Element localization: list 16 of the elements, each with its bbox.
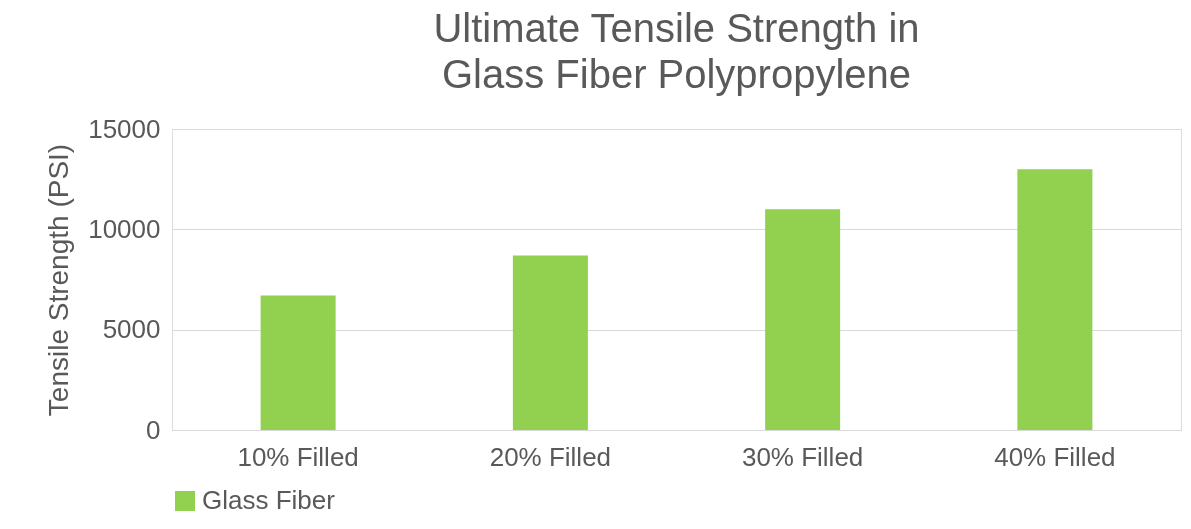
y-tick-label: 10000 (88, 213, 161, 244)
x-tick-label: 10% Filled (237, 441, 359, 472)
bar (1017, 169, 1093, 430)
bar (512, 255, 588, 430)
legend-label: Glass Fiber (202, 485, 336, 515)
y-axis-title: Tensile Strength (PSI) (43, 143, 75, 417)
x-tick-label: 20% Filled (489, 441, 612, 472)
x-tick-label: 30% Filled (741, 441, 864, 472)
bar (765, 209, 841, 430)
text: Glass Fiber Polypropylene (441, 52, 912, 96)
y-tick-label: 0 (146, 414, 161, 445)
x-tick-label: 40% Filled (994, 441, 1116, 472)
bar (260, 295, 336, 430)
text: Ultimate Tensile Strength in (433, 6, 920, 50)
y-tick-label: 15000 (88, 113, 161, 144)
y-tick-label: 5000 (102, 314, 161, 345)
